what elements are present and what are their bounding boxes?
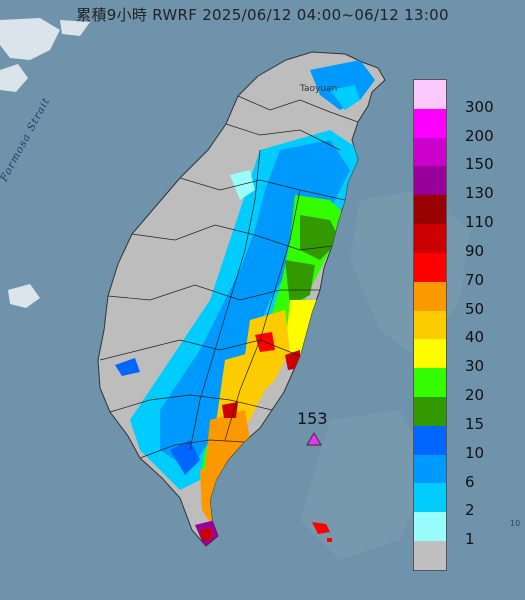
legend-swatch: [414, 166, 446, 196]
legend-swatch: [414, 396, 446, 426]
legend-label: 70: [465, 270, 485, 289]
legend-label: 6: [465, 472, 475, 491]
legend-label: 50: [465, 299, 485, 318]
legend-label: 30: [465, 357, 485, 376]
legend-swatch: [414, 195, 446, 225]
legend-swatch: [414, 425, 446, 455]
city-label: Taoyuan: [300, 84, 338, 94]
legend-label: 15: [465, 414, 485, 433]
max-rainfall-value: 153: [297, 409, 328, 428]
legend-swatch: [414, 224, 446, 253]
legend-label: 10: [465, 443, 485, 462]
legend-swatch: [414, 339, 446, 369]
legend-swatch: [414, 108, 446, 138]
legend-swatch: [414, 368, 446, 397]
legend-swatch: [414, 281, 446, 311]
legend-swatch: [414, 454, 446, 484]
legend-label: 200: [465, 126, 494, 145]
legend-label: 40: [465, 328, 485, 347]
legend-label: 1: [465, 530, 475, 549]
legend-label: 300: [465, 97, 494, 116]
legend-swatch: [414, 512, 446, 541]
legend-swatch: [414, 310, 446, 340]
legend-label: 20: [465, 386, 485, 405]
legend-label: 110: [465, 213, 494, 232]
legend-swatch: [414, 252, 446, 282]
max-rainfall-triangle-icon: [306, 432, 322, 446]
legend-label: 2: [465, 501, 475, 520]
legend-label: 130: [465, 184, 494, 203]
legend-swatch: [414, 80, 446, 109]
map-title: 累積9小時 RWRF 2025/06/12 04:00~06/12 13:00: [76, 6, 449, 24]
legend-label: 90: [465, 241, 485, 260]
legend-swatch: [414, 137, 446, 167]
legend-label: 150: [465, 155, 494, 174]
legend-swatch: [414, 541, 446, 570]
legend-swatch: [414, 483, 446, 513]
edge-fragment-label: 10: [510, 519, 521, 528]
rainfall-legend: [413, 79, 447, 571]
